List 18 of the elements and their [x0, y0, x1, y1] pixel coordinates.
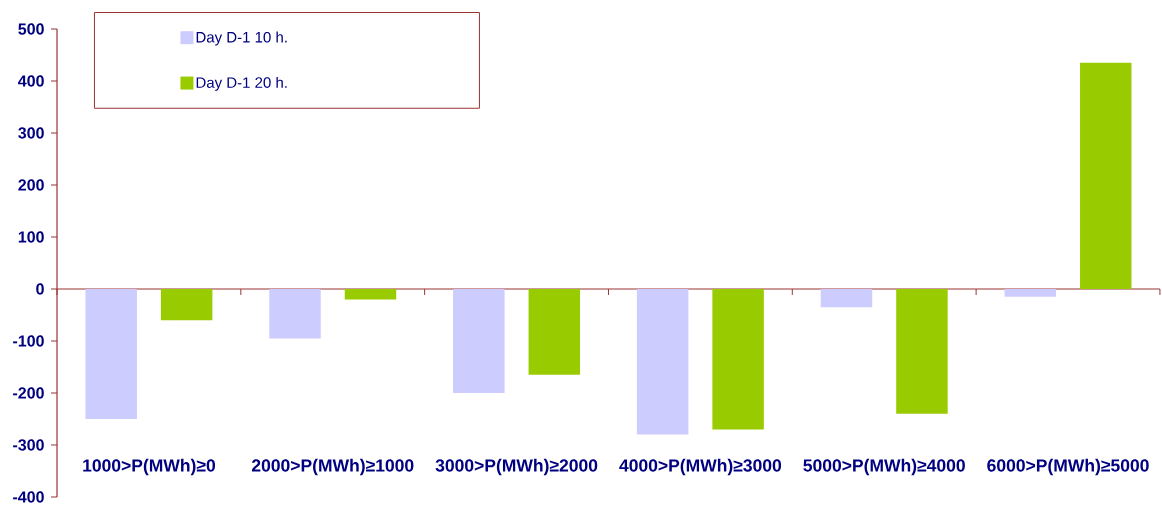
x-tick-label: 2000>P(MWh)≥1000: [251, 458, 414, 476]
x-tick-label: 4000>P(MWh)≥3000: [619, 458, 782, 476]
x-tick-label: 6000>P(MWh)≥5000: [987, 458, 1149, 476]
y-tick-label: -100: [13, 335, 44, 347]
legend-label: Day D-1 20 h.: [196, 76, 287, 91]
y-tick-label: 100: [18, 231, 44, 243]
x-tick-label: 1000>P(MWh)≥0: [83, 458, 216, 476]
y-tick-label: -300: [13, 439, 44, 451]
x-tick-label: 5000>P(MWh)≥4000: [803, 458, 965, 476]
x-tick-label: 3000>P(MWh)≥2000: [435, 458, 598, 476]
y-tick-label: 300: [18, 127, 44, 139]
y-tick-label: 500: [18, 23, 44, 35]
y-tick-label: 200: [18, 179, 44, 191]
y-tick-label: 0: [36, 283, 44, 295]
legend-label: Day D-1 10 h.: [196, 31, 287, 46]
y-tick-label: 400: [18, 75, 44, 87]
y-tick-label: -200: [13, 387, 44, 399]
y-tick-label: -400: [13, 491, 44, 503]
